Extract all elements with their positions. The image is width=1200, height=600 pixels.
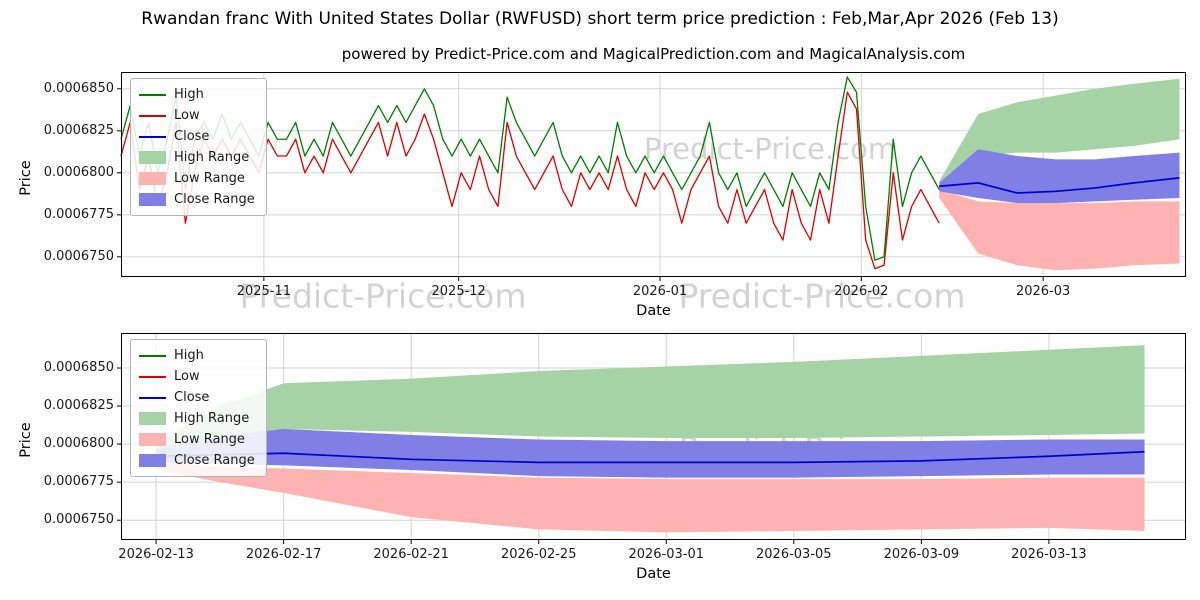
plot-border: [121, 72, 1186, 277]
y-tick-label: 0.0006800: [43, 164, 114, 180]
x-tick-label: 2026-02-25: [500, 547, 577, 562]
watermark-text: Predict-Price.com: [643, 132, 897, 166]
y-tick-label: 0.0006850: [43, 80, 114, 96]
legend-item-low: Low: [139, 105, 255, 126]
low-range-band: [939, 189, 1180, 271]
x-tick-label: 2026-02-13: [118, 547, 194, 562]
y-tick-label: 0.0006825: [43, 398, 114, 414]
y-tick-label: 0.0006825: [43, 122, 114, 138]
legend-item-high-range: High Range: [139, 408, 255, 429]
y-tick-label: 0.0006775: [43, 474, 114, 490]
y-tick-label: 0.0006775: [43, 206, 114, 222]
legend-item-close-range: Close Range: [139, 189, 255, 210]
close-range-band: [939, 149, 1180, 204]
legend-item-high: High: [139, 84, 255, 105]
plot-area: [117, 333, 1186, 544]
x-tick-label: 2026-03-09: [883, 547, 960, 562]
x-tick-label: 2026-02-17: [245, 547, 322, 562]
legend-line-swatch: [139, 375, 166, 378]
watermark-text: Predict-Price.com: [678, 276, 966, 316]
legend-line-swatch: [139, 114, 166, 117]
top-chart: 0.0006750 0.0006775 0.0006800 0.0006825 0.00…: [18, 72, 1186, 319]
x-tick-label: 2026-03: [1015, 284, 1071, 299]
x-tick-label: 2026-02: [834, 284, 889, 299]
legend: High Low Close High Range Low Range Close Ran…: [130, 78, 267, 216]
legend-item-label: Close Range: [174, 453, 255, 468]
legend-item-label: Close: [174, 390, 210, 405]
x-tick-label: 2025-12: [431, 284, 486, 299]
figure-subtitle: powered by Predict-Price.com and Magical…: [341, 45, 966, 63]
legend-patch-swatch: [139, 412, 166, 425]
legend-line-swatch: [139, 93, 166, 96]
x-tick-label: 2026-03-05: [756, 547, 832, 562]
y-tick-label: 0.0006750: [43, 248, 114, 264]
legend-item-label: Low Range: [174, 432, 245, 447]
high-range-band: [156, 345, 1145, 452]
close-line: [939, 177, 1180, 194]
legend-patch-swatch: [139, 172, 166, 185]
legend-item-low-range: Low Range: [139, 429, 255, 450]
legend-item-label: High Range: [174, 411, 250, 426]
legend-item-close-range: Close Range: [139, 450, 255, 471]
y-axis-label-text: Price: [18, 421, 34, 458]
x-tick-label: 2025-11: [236, 284, 292, 299]
legend-item-label: Low Range: [174, 171, 245, 186]
legend-item-high: High: [139, 345, 255, 366]
legend-patch-swatch: [139, 454, 166, 467]
figure-title: Rwandan franc With United States Dollar …: [141, 9, 1059, 29]
legend-patch-swatch: [139, 433, 166, 446]
x-tick-label: 2026-02-21: [373, 547, 449, 562]
y-tick-label: 0.0006800: [43, 436, 114, 452]
legend-item-close: Close: [139, 387, 255, 408]
legend-line-swatch: [139, 396, 166, 399]
y-tick-label: 0.0006750: [43, 512, 114, 528]
legend-patch-swatch: [139, 151, 166, 164]
legend-item-low-range: Low Range: [139, 168, 255, 189]
legend-patch-swatch: [139, 193, 166, 206]
legend-item-high-range: High Range: [139, 147, 255, 168]
legend-item-low: Low: [139, 366, 255, 387]
legend: High Low Close High Range Low Range Close Ran…: [130, 339, 267, 477]
low-range-band: [156, 462, 1145, 533]
y-tick-label: 0.0006850: [43, 360, 114, 375]
high-range-band: [939, 78, 1180, 190]
legend-item-label: High: [174, 348, 204, 363]
legend-item-label: Low: [174, 108, 200, 123]
bottom-chart: 0.0006750 0.0006775 0.0006800 0.0006825 0.00…: [18, 333, 1186, 582]
legend-item-label: Low: [174, 369, 200, 384]
x-axis-label-text: Date: [636, 303, 671, 319]
plot-border: [121, 333, 1186, 540]
x-tick-label: 2026-03-01: [628, 547, 705, 562]
legend-item-label: High Range: [174, 150, 250, 165]
x-tick-label: 2026-03-13: [1011, 547, 1087, 562]
watermark-text: Predict-Price.com: [239, 276, 527, 316]
plot-area: [117, 72, 1186, 281]
legend-line-swatch: [139, 354, 166, 357]
legend-item-label: High: [174, 87, 204, 102]
legend-item-label: Close: [174, 129, 210, 144]
x-axis-label-text: Date: [636, 566, 671, 582]
y-axis-label-text: Price: [18, 159, 34, 196]
x-tick-label: 2026-01: [632, 284, 688, 299]
legend-item-close: Close: [139, 126, 255, 147]
legend-line-swatch: [139, 135, 166, 138]
legend-item-label: Close Range: [174, 192, 255, 207]
